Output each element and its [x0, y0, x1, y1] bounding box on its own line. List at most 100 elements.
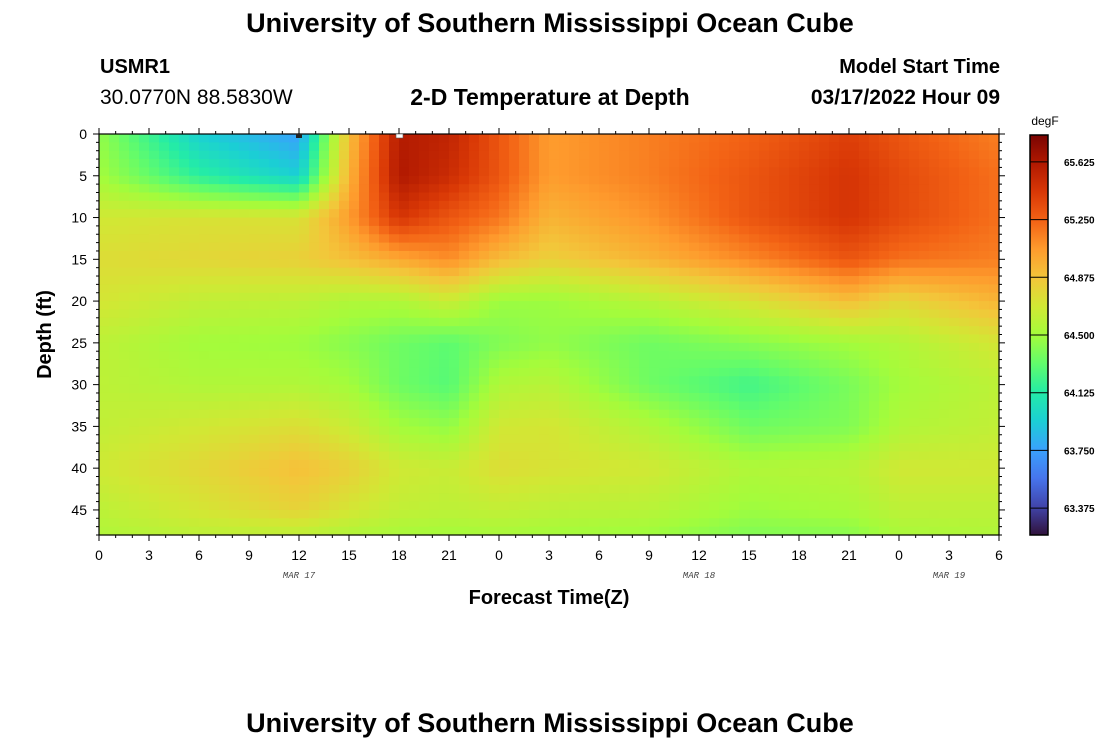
heatmap-cell	[409, 192, 420, 202]
heatmap-cell	[889, 292, 900, 302]
heatmap-cell	[819, 401, 830, 411]
heatmap-cell	[939, 159, 950, 169]
heatmap-cell	[319, 276, 330, 285]
heatmap-cell	[729, 326, 740, 336]
heatmap-cell	[209, 284, 220, 294]
heatmap-cell	[769, 242, 780, 252]
heatmap-cell	[109, 134, 120, 143]
heatmap-cell	[539, 459, 550, 469]
heatmap-cell	[239, 501, 250, 511]
heatmap-cell	[439, 493, 450, 503]
heatmap-cell	[469, 326, 480, 336]
heatmap-cell	[269, 292, 280, 302]
heatmap-cell	[459, 150, 470, 160]
heatmap-cell	[899, 150, 910, 160]
heatmap-cell	[109, 493, 120, 503]
heatmap-cell	[569, 134, 580, 143]
heatmap-cell	[719, 476, 730, 486]
heatmap-cell	[589, 509, 600, 519]
heatmap-cell	[389, 518, 400, 528]
heatmap-cell	[459, 342, 470, 352]
heatmap-cell	[569, 518, 580, 528]
heatmap-cell	[379, 484, 390, 494]
heatmap-cell	[639, 451, 650, 461]
heatmap-cell	[889, 334, 900, 344]
heatmap-cell	[969, 501, 980, 511]
heatmap-cell	[899, 134, 910, 143]
heatmap-cell	[429, 501, 440, 511]
heatmap-cell	[409, 476, 420, 486]
heatmap-cell	[689, 142, 700, 152]
heatmap-cell	[539, 150, 550, 160]
heatmap-cell	[829, 342, 840, 352]
heatmap-cell	[489, 301, 500, 311]
heatmap-cell	[389, 367, 400, 377]
heatmap-cell	[729, 250, 740, 260]
heatmap-cell	[549, 367, 560, 377]
heatmap-cell	[779, 367, 790, 377]
heatmap-cell	[289, 493, 300, 503]
heatmap-cell	[929, 359, 940, 369]
heatmap-cell	[919, 134, 930, 143]
heatmap-cell	[389, 259, 400, 269]
heatmap-cell	[799, 284, 810, 294]
heatmap-cell	[149, 484, 160, 494]
heatmap-cell	[329, 276, 340, 285]
heatmap-cell	[209, 276, 220, 285]
heatmap-cell	[469, 509, 480, 519]
heatmap-cell	[979, 334, 990, 344]
heatmap-cell	[929, 342, 940, 352]
heatmap-cell	[339, 518, 350, 528]
heatmap-cell	[679, 426, 690, 436]
heatmap-cell	[329, 342, 340, 352]
heatmap-cell	[869, 150, 880, 160]
heatmap-cell	[659, 200, 670, 210]
heatmap-cell	[799, 276, 810, 285]
heatmap-cell	[709, 443, 720, 453]
heatmap-cell	[629, 484, 640, 494]
heatmap-cell	[299, 418, 310, 427]
heatmap-cell	[519, 359, 530, 369]
heatmap-cell	[699, 484, 710, 494]
heatmap-cell	[279, 526, 290, 536]
heatmap-cell	[869, 334, 880, 344]
heatmap-cell	[959, 459, 970, 469]
heatmap-cell	[789, 418, 800, 427]
heatmap-cell	[639, 426, 650, 436]
heatmap-cell	[579, 476, 590, 486]
heatmap-cell	[649, 242, 660, 252]
heatmap-cell	[859, 468, 870, 478]
heatmap-cell	[579, 526, 590, 536]
heatmap-cell	[989, 418, 1000, 427]
heatmap-cell	[779, 225, 790, 235]
heatmap-cell	[629, 359, 640, 369]
heatmap-cell	[859, 292, 870, 302]
heatmap-cell	[159, 392, 170, 402]
heatmap-cell	[269, 443, 280, 453]
heatmap-cell	[139, 167, 150, 177]
heatmap-cell	[759, 267, 770, 277]
heatmap-cell	[219, 476, 230, 486]
heatmap-cell	[749, 526, 760, 536]
heatmap-cell	[359, 342, 370, 352]
heatmap-cell	[179, 392, 190, 402]
heatmap-cell	[469, 426, 480, 436]
heatmap-cell	[749, 150, 760, 160]
heatmap-cell	[559, 284, 570, 294]
heatmap-cell	[189, 250, 200, 260]
heatmap-cell	[259, 384, 270, 394]
heatmap-cell	[809, 392, 820, 402]
heatmap-cell	[709, 451, 720, 461]
heatmap-cell	[309, 526, 320, 536]
heatmap-cell	[709, 134, 720, 143]
heatmap-cell	[219, 434, 230, 444]
heatmap-cell	[679, 376, 690, 386]
heatmap-cell	[199, 292, 210, 302]
heatmap-cell	[569, 250, 580, 260]
heatmap-cell	[439, 167, 450, 177]
heatmap-cell	[159, 200, 170, 210]
heatmap-cell	[759, 401, 770, 411]
heatmap-cell	[569, 284, 580, 294]
heatmap-cell	[419, 276, 430, 285]
heatmap-cell	[249, 225, 260, 235]
